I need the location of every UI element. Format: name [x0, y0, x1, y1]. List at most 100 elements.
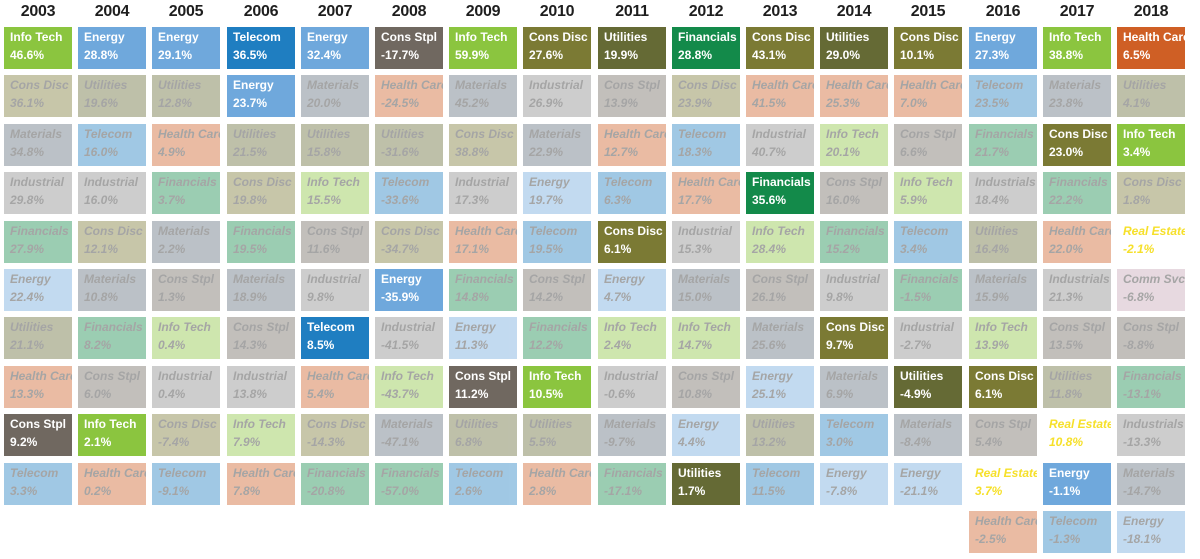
year-header: 2004 — [94, 3, 130, 20]
sector-cell: Info Tech 59.9% — [449, 27, 517, 69]
sector-cell: Materials 6.9% — [820, 366, 888, 408]
sector-return-value: 23.8% — [1049, 96, 1084, 110]
sector-return-value: 23.9% — [678, 96, 713, 110]
sector-return-value: 16.0% — [84, 193, 119, 207]
sector-name: Materials — [381, 417, 434, 431]
sector-cell: Utilities 29.0% — [820, 27, 888, 69]
sector-name: Info Tech — [233, 417, 286, 431]
sector-cell: Health Care 22.0% — [1043, 221, 1111, 263]
sector-cell: Energy 25.1% — [746, 366, 814, 408]
sector-name: Info Tech — [900, 175, 953, 189]
sector-name: Health Care — [900, 78, 962, 92]
sector-return-value: 40.7% — [752, 145, 787, 159]
sector-name: Financials — [826, 224, 885, 238]
sector-return-value: 3.7% — [158, 193, 186, 207]
sector-cell: Industrial 40.7% — [746, 124, 814, 166]
sector-cell: Materials 45.2% — [449, 75, 517, 117]
sector-name: Financials — [84, 320, 143, 334]
sector-name: Utilities — [1123, 78, 1167, 92]
sector-name: Industrial — [604, 369, 659, 383]
sector-cell: Health Care -2.5% — [969, 511, 1037, 553]
sector-cell: Financials -57.0% — [375, 463, 443, 505]
sector-cell: Materials 15.0% — [672, 269, 740, 311]
sector-cell: Cons Disc 12.1% — [78, 221, 146, 263]
sector-return-value: -2.7% — [900, 338, 932, 352]
sector-cell: Info Tech 0.4% — [152, 317, 220, 359]
sector-name: Cons Stpl — [381, 30, 437, 44]
sector-return-value: 59.9% — [455, 48, 490, 62]
sector-name: Energy — [10, 272, 51, 286]
sector-cell: Comm Svcs -6.8% — [1117, 269, 1185, 311]
sector-name: Industrial — [10, 175, 65, 189]
sector-cell: Energy 4.7% — [598, 269, 666, 311]
sector-return-value: 11.3% — [455, 338, 489, 352]
sector-return-value: 18.4% — [975, 193, 1010, 207]
sector-name: Financials — [529, 320, 588, 334]
sector-name: Health Care — [455, 224, 517, 238]
sector-name: Industrial — [900, 320, 955, 334]
sector-name: Industrial — [826, 272, 881, 286]
sector-cell: Cons Stpl 10.8% — [672, 366, 740, 408]
sector-return-value: 8.5% — [307, 338, 335, 352]
sector-name: Industrial — [678, 224, 733, 238]
sector-return-value: -6.8% — [1123, 290, 1155, 304]
sector-cell: Telecom 2.6% — [449, 463, 517, 505]
sector-cell: Telecom 16.0% — [78, 124, 146, 166]
sector-name: Financials — [678, 30, 737, 44]
sector-name: Cons Stpl — [752, 272, 808, 286]
sector-name: Health Care — [233, 466, 295, 480]
sector-name: Telecom — [10, 466, 59, 480]
sector-cell: Financials 3.7% — [152, 172, 220, 214]
sector-return-value: -7.8% — [826, 484, 858, 498]
year-header: 2003 — [20, 3, 56, 20]
sector-cell: Financials 27.9% — [4, 221, 72, 263]
sector-cell: Utilities 11.8% — [1043, 366, 1111, 408]
sector-name: Telecom — [84, 127, 133, 141]
year-header: 2017 — [1059, 3, 1095, 20]
sector-name: Cons Stpl — [10, 417, 66, 431]
sector-name: Health Care — [1049, 224, 1111, 238]
sector-return-value: 22.2% — [1049, 193, 1084, 207]
sector-cell: Energy 27.3% — [969, 27, 1037, 69]
sector-return-value: -43.7% — [381, 387, 420, 401]
sector-return-value: 6.0% — [84, 387, 112, 401]
sector-name: Utilities — [604, 30, 648, 44]
sector-name: Health Care — [529, 466, 591, 480]
sector-cell: Cons Disc -14.3% — [301, 414, 369, 456]
sector-return-value: 22.9% — [529, 145, 564, 159]
sector-return-value: -21.1% — [900, 484, 939, 498]
sector-name: Info Tech — [529, 369, 582, 383]
sector-return-value: 4.4% — [678, 435, 706, 449]
sector-name: Utilities — [900, 369, 944, 383]
sector-return-value: 8.2% — [84, 338, 112, 352]
sector-cell: Energy 28.8% — [78, 27, 146, 69]
sector-cell: Info Tech -43.7% — [375, 366, 443, 408]
sector-return-value: 6.8% — [455, 435, 483, 449]
sector-name: Energy — [752, 369, 793, 383]
sector-name: Materials — [10, 127, 63, 141]
sector-name: Cons Stpl — [455, 369, 511, 383]
sector-cell: Energy -1.1% — [1043, 463, 1111, 505]
sector-cell: Materials 22.9% — [523, 124, 591, 166]
sector-name: Cons Disc — [455, 127, 514, 141]
sector-return-value: 11.2% — [455, 387, 489, 401]
sector-return-value: 5.5% — [529, 435, 557, 449]
sector-return-value: -33.6% — [381, 193, 420, 207]
sector-return-value: 4.7% — [604, 290, 632, 304]
sector-cell: Cons Stpl 14.2% — [523, 269, 591, 311]
sector-cell: Cons Disc 1.8% — [1117, 172, 1185, 214]
sector-cell: Energy -35.9% — [375, 269, 443, 311]
sector-return-value: -2.1% — [1123, 242, 1155, 256]
sector-return-value: 7.0% — [900, 96, 928, 110]
sector-return-value: 14.7% — [678, 338, 713, 352]
sector-return-value: -2.5% — [975, 532, 1007, 546]
sector-name: Materials — [826, 369, 879, 383]
sector-name: Cons Disc — [233, 175, 292, 189]
sector-name: Financials — [975, 127, 1034, 141]
sector-name: Utilities — [233, 127, 277, 141]
sector-name: Info Tech — [455, 30, 508, 44]
sector-return-value: 26.1% — [752, 290, 787, 304]
sector-name: Cons Disc — [975, 369, 1034, 383]
sector-return-value: 5.4% — [975, 435, 1003, 449]
sector-cell: Telecom 3.0% — [820, 414, 888, 456]
